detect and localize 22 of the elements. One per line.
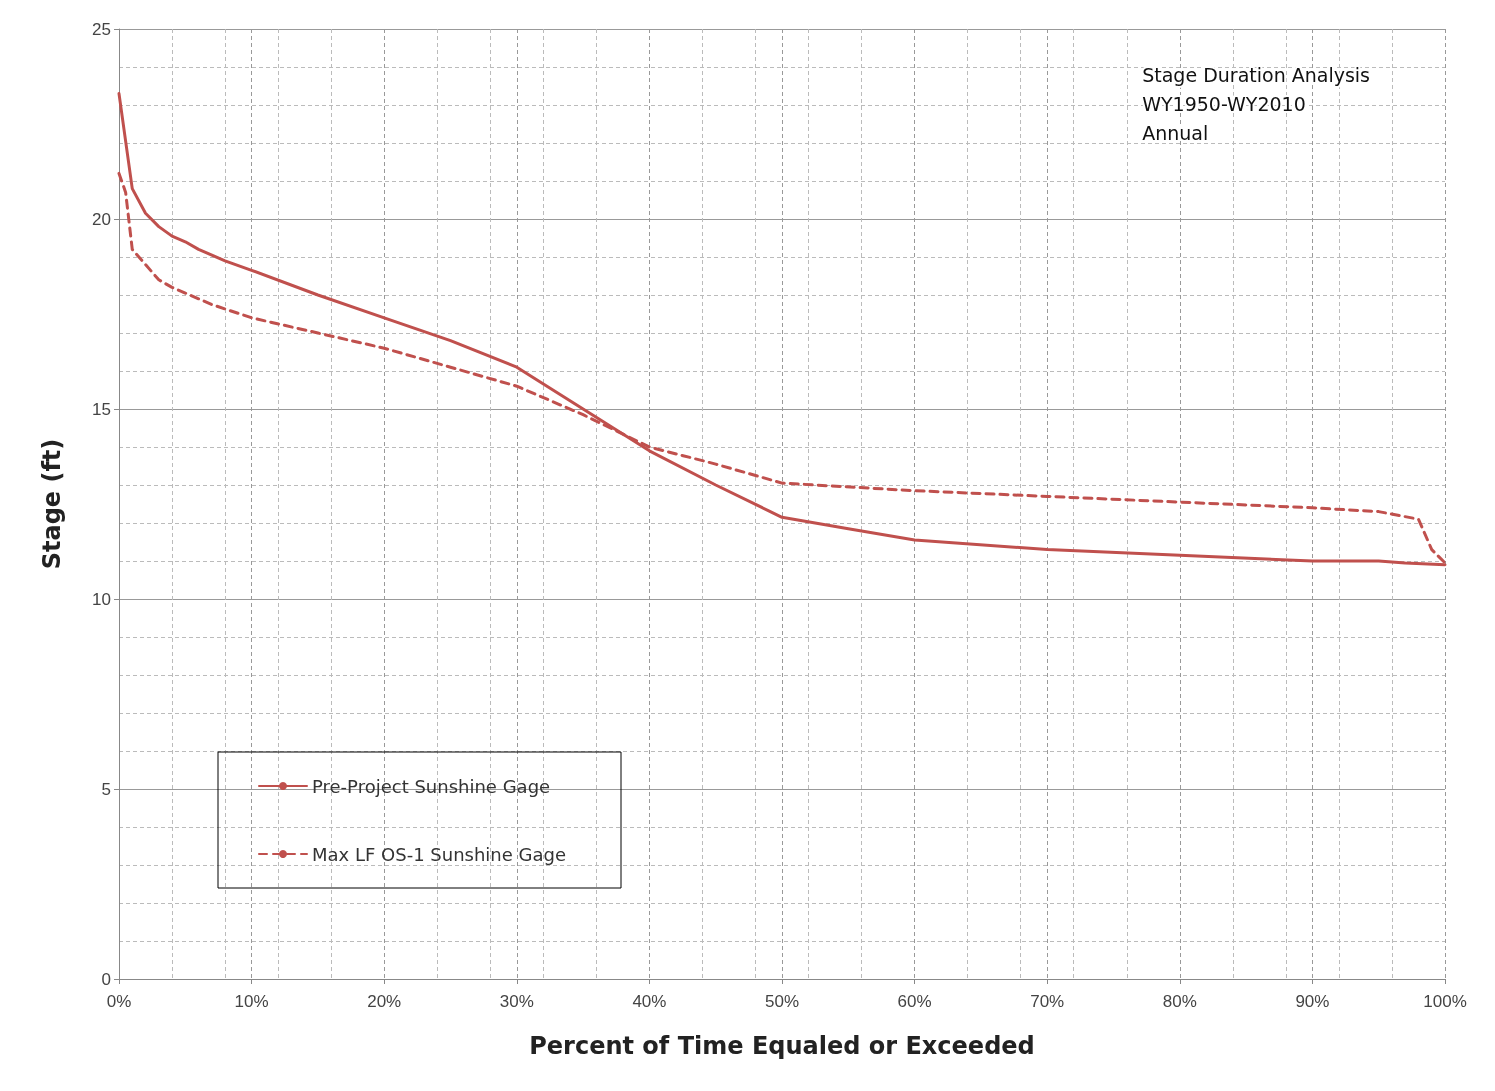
y-axis-title: Stage (ft): [38, 438, 66, 570]
annotation: Stage Duration Analysis WY1950-WY2010 Annual: [1142, 63, 1371, 144]
x-tick-label: 20%: [367, 992, 402, 1011]
y-tick-label: 20: [92, 209, 111, 229]
x-tick-label: 80%: [1162, 992, 1197, 1011]
y-tick-label: 0: [101, 969, 111, 989]
x-axis-title: Percent of Time Equaled or Exceeded: [529, 1032, 1035, 1060]
x-tick-label: 70%: [1030, 992, 1065, 1011]
x-tick-label: 60%: [897, 992, 932, 1011]
y-tick-label: 10: [92, 589, 111, 609]
x-tick-label: 90%: [1295, 992, 1330, 1011]
x-tick-label: 30%: [499, 992, 534, 1011]
legend-label: Max LF OS-1 Sunshine Gage: [312, 843, 567, 865]
x-tick-label: 10%: [234, 992, 269, 1011]
x-tick-label: 40%: [632, 992, 667, 1011]
x-tick-label: 0%: [106, 992, 132, 1011]
x-tick-label: 50%: [764, 992, 800, 1011]
legend-label: Pre-Project Sunshine Gage: [312, 775, 551, 797]
y-tick-label: 25: [92, 19, 111, 39]
x-tick-label: 100%: [1423, 992, 1467, 1011]
y-tick-label: 15: [92, 399, 111, 419]
y-tick-label: 5: [101, 779, 111, 799]
